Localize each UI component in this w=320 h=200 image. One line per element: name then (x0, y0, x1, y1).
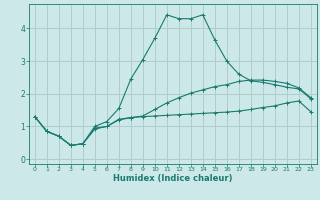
X-axis label: Humidex (Indice chaleur): Humidex (Indice chaleur) (113, 174, 233, 183)
